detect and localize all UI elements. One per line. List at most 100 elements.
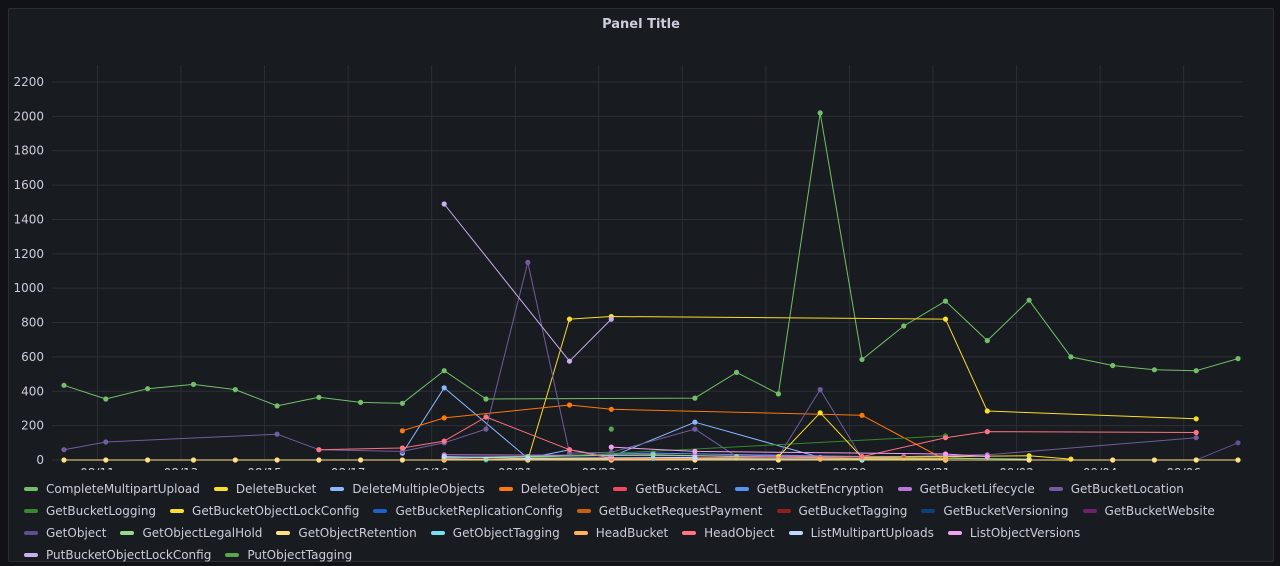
data-point-HeadObject [441, 438, 447, 444]
data-point-GetBucketLocation [274, 431, 280, 437]
data-point-ListObjectVersions [692, 448, 698, 454]
data-point-GetObjectRetention [232, 457, 238, 463]
data-point-CompleteMultipartUpload [441, 368, 447, 374]
y-tick-label: 1000 [13, 281, 44, 295]
x-tick-label: 08/19 [414, 466, 449, 470]
legend-item[interactable]: GetBucketObjectLockConfig [170, 500, 359, 522]
series-line-ListObjectVersions [611, 446, 988, 458]
legend-label: GetBucketLifecycle [919, 482, 1035, 496]
legend-item[interactable]: GetBucketLogging [24, 500, 156, 522]
x-tick-label: 08/17 [331, 466, 366, 470]
legend-item[interactable]: DeleteBucket [213, 478, 316, 500]
data-point-CompleteMultipartUpload [145, 386, 151, 392]
data-point-ListObjectVersions [608, 444, 614, 450]
series-line-HeadObject [318, 416, 1197, 459]
data-point-HeadObject [984, 429, 990, 435]
data-point-CompleteMultipartUpload [1235, 356, 1241, 362]
y-tick-label: 1600 [13, 178, 44, 192]
data-point-GetObjectRetention [1026, 457, 1032, 463]
data-point-GetObject [1235, 440, 1241, 446]
data-point-GetObjectRetention [775, 457, 782, 463]
legend-item[interactable]: PutObjectTagging [225, 544, 352, 566]
legend-swatch [276, 531, 291, 535]
legend-item[interactable]: GetBucketLifecycle [897, 478, 1035, 500]
legend-swatch [947, 531, 962, 535]
legend-item[interactable]: PutBucketObjectLockConfig [24, 544, 211, 566]
data-point-HeadObject [859, 454, 865, 460]
series-line-GetBucketLocation [63, 261, 1197, 459]
legend-item[interactable]: GetBucketRequestPayment [576, 500, 763, 522]
legend-label: DeleteObject [520, 482, 600, 496]
y-tick-label: 2000 [13, 109, 44, 123]
legend-swatch [330, 487, 345, 491]
data-point-DeleteObject [859, 412, 865, 418]
legend-item[interactable]: GetBucketLocation [1048, 478, 1184, 500]
y-tick-label: 1800 [13, 144, 44, 158]
legend-item[interactable]: GetObjectLegalHold [120, 522, 262, 544]
series-line-PutBucketObjectLockConfig [443, 203, 612, 362]
data-point-GetObjectRetention [61, 457, 67, 463]
data-point-CompleteMultipartUpload [859, 356, 865, 363]
data-point-CompleteMultipartUpload [901, 323, 907, 329]
panel-title[interactable]: Panel Title [602, 17, 680, 32]
legend-label: GetBucketWebsite [1104, 504, 1215, 518]
legend-item[interactable]: GetObjectRetention [276, 522, 417, 544]
legend-swatch [1048, 487, 1063, 491]
data-point-DeleteObject [566, 402, 573, 408]
data-point-PutBucketObjectLockConfig [608, 316, 614, 322]
data-point-CompleteMultipartUpload [103, 396, 109, 402]
y-tick-label: 0 [36, 453, 44, 467]
x-tick-label: 09/02 [999, 466, 1034, 470]
data-point-DeleteBucket [1193, 416, 1199, 422]
legend-item[interactable]: DeleteMultipleObjects [330, 478, 485, 500]
y-tick-label: 1200 [13, 247, 44, 261]
legend-swatch [682, 531, 697, 535]
legend-label: GetBucketRequestPayment [598, 504, 763, 518]
legend-item[interactable]: GetObjectTagging [430, 522, 560, 544]
legend-item[interactable]: HeadObject [682, 522, 775, 544]
legend-item[interactable]: GetBucketVersioning [921, 500, 1069, 522]
data-point-CompleteMultipartUpload [1193, 368, 1199, 374]
legend-item[interactable]: GetBucketReplicationConfig [373, 500, 563, 522]
data-point-GetBucketLocation [608, 449, 614, 455]
legend-swatch [24, 553, 38, 557]
legend-label: GetBucketObjectLockConfig [192, 504, 360, 518]
legend-swatch [573, 531, 588, 535]
x-tick-label: 08/21 [498, 466, 533, 470]
legend-swatch [24, 509, 38, 513]
data-point-HeadObject [483, 414, 489, 420]
data-point-CompleteMultipartUpload [274, 403, 280, 409]
data-point-GetObjectRetention [1235, 457, 1241, 463]
data-point-CompleteMultipartUpload [358, 399, 364, 405]
series-line-GetBucketObjectLockConfig [778, 412, 1071, 460]
legend-item[interactable]: GetObject [24, 522, 106, 544]
legend-item[interactable]: GetBucketACL [613, 478, 721, 500]
legend-swatch [734, 487, 749, 491]
y-tick-label: 1400 [13, 212, 44, 226]
time-series-chart[interactable]: 0 200 400 600 800 1000 1200 1400 1600 1800 2000 220… [0, 0, 1280, 470]
data-point-CompleteMultipartUpload [984, 338, 990, 344]
legend-item[interactable]: GetBucketTagging [776, 500, 907, 522]
legend-item[interactable]: ListObjectVersions [947, 522, 1080, 544]
data-point-GetObjectRetention [1110, 457, 1116, 463]
data-point-GetObjectRetention [399, 457, 405, 463]
legend-swatch [24, 487, 38, 491]
legend-item[interactable]: DeleteObject [498, 478, 600, 500]
data-point-GetObjectRetention [1193, 457, 1199, 463]
data-point-HeadObject [1193, 429, 1199, 436]
data-point-GetObjectRetention [274, 457, 280, 463]
legend-item[interactable]: ListMultipartUploads [788, 522, 934, 544]
data-point-ListObjectVersions [984, 454, 990, 460]
legend-item[interactable]: CompleteMultipartUpload [24, 478, 200, 500]
legend-item[interactable]: GetBucketEncryption [734, 478, 884, 500]
series-line-CompleteMultipartUpload [63, 112, 1239, 407]
legend-item[interactable]: HeadBucket [573, 522, 668, 544]
data-point-CompleteMultipartUpload [817, 110, 823, 116]
legend-label: GetBucketLogging [46, 504, 157, 518]
legend-swatch [576, 509, 591, 513]
legend-item[interactable]: GetBucketWebsite [1082, 500, 1215, 522]
legend-swatch [776, 509, 791, 513]
data-point-HeadObject [942, 435, 949, 441]
legend-label: GetBucketVersioning [943, 504, 1069, 518]
data-point-CompleteMultipartUpload [1110, 362, 1116, 369]
